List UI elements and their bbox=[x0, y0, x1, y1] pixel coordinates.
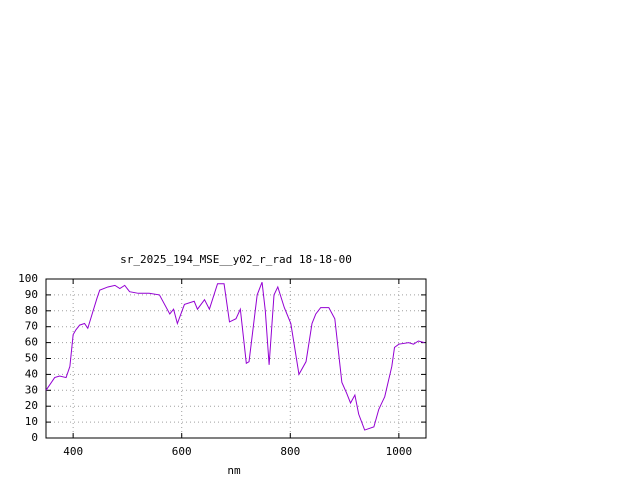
y-tick-label: 30 bbox=[25, 383, 38, 396]
x-tick-label: 400 bbox=[63, 445, 83, 458]
plot-frame bbox=[45, 278, 427, 439]
y-tick-label: 20 bbox=[25, 399, 38, 412]
x-axis-label: nm bbox=[227, 464, 241, 477]
x-tick-label: 1000 bbox=[386, 445, 413, 458]
y-tick-label: 40 bbox=[25, 367, 38, 380]
y-tick-label: 90 bbox=[25, 288, 38, 301]
chart-title: sr_2025_194_MSE__y02_r_rad 18-18-00 bbox=[120, 253, 352, 266]
y-tick-label: 50 bbox=[25, 352, 38, 365]
x-tick-label: 600 bbox=[172, 445, 192, 458]
y-tick-label: 0 bbox=[31, 431, 38, 444]
y-tick-label: 10 bbox=[25, 415, 38, 428]
x-tick-label: 800 bbox=[280, 445, 300, 458]
y-tick-label: 70 bbox=[25, 320, 38, 333]
y-tick-label: 60 bbox=[25, 336, 38, 349]
y-tick-label: 80 bbox=[25, 304, 38, 317]
y-tick-label: 100 bbox=[18, 272, 38, 285]
data-line bbox=[45, 282, 425, 431]
